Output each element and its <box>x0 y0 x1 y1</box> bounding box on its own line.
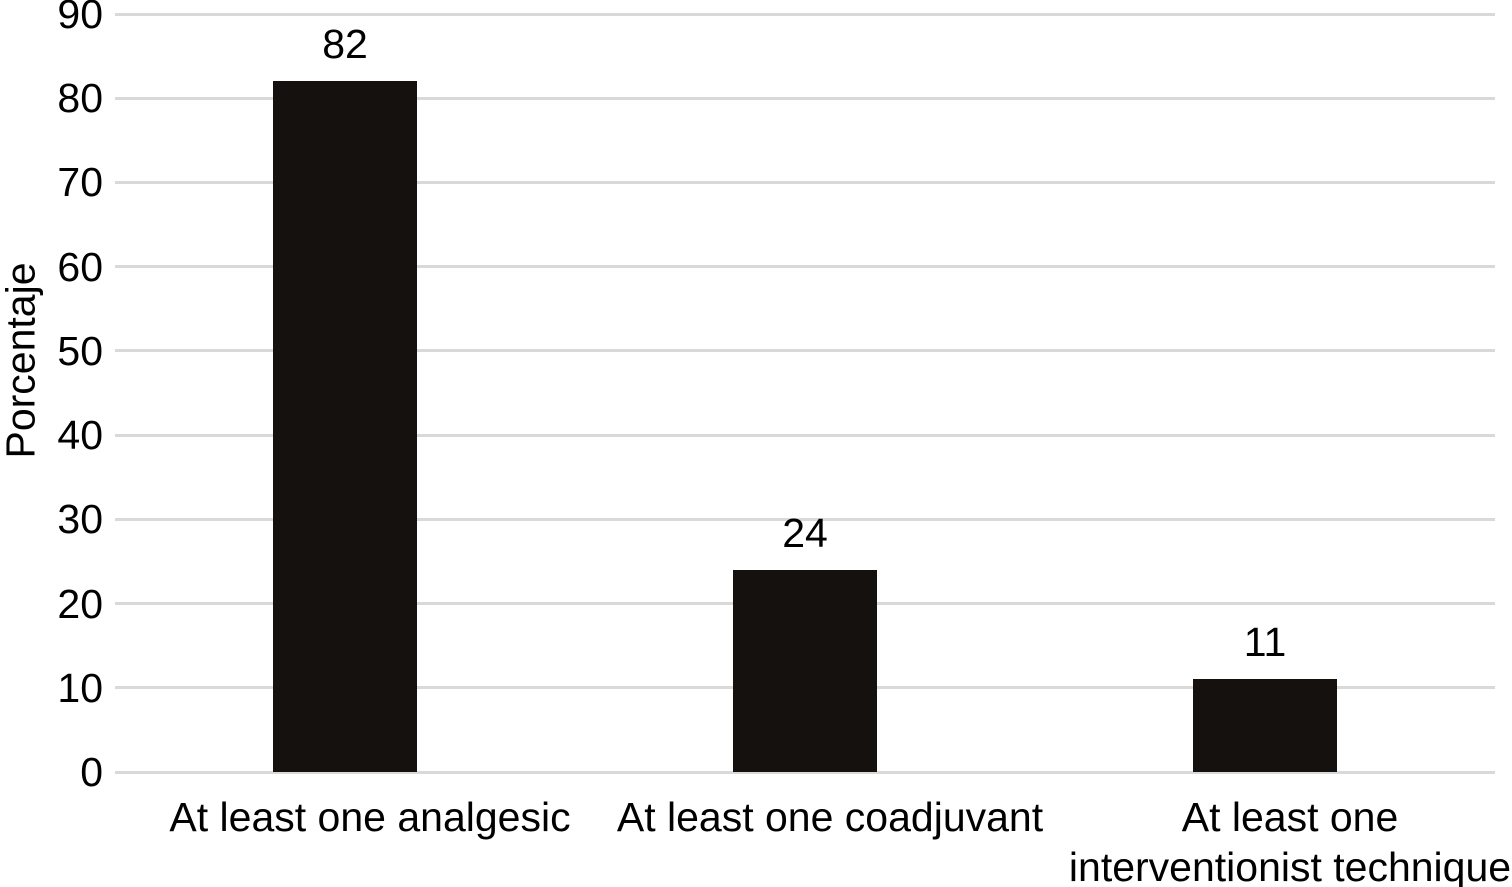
bar-value-label: 82 <box>322 21 368 68</box>
bar-value-label: 11 <box>1243 619 1287 666</box>
bar-value-label: 24 <box>782 509 828 556</box>
gridline <box>115 265 1495 269</box>
y-tick-label: 60 <box>57 243 103 290</box>
y-tick-label: 90 <box>57 0 103 37</box>
gridline <box>115 12 1495 16</box>
bar <box>733 569 877 772</box>
gridline <box>115 349 1495 353</box>
gridline <box>115 517 1495 521</box>
x-category-label: At least one interventionist technique <box>980 792 1512 887</box>
gridline <box>115 770 1495 774</box>
gridline <box>115 180 1495 184</box>
y-tick-label: 40 <box>57 412 103 459</box>
y-tick-label: 50 <box>57 327 103 374</box>
category-line: interventionist technique <box>1068 844 1512 887</box>
gridline <box>115 433 1495 437</box>
y-tick-label: 80 <box>57 75 103 122</box>
y-tick-label: 70 <box>57 159 103 206</box>
x-category-label: At least one coadjuvant <box>520 792 1140 842</box>
y-tick-label: 20 <box>57 580 103 627</box>
y-tick-label: 30 <box>57 496 103 543</box>
y-tick-label: 10 <box>57 664 103 711</box>
category-line: At least one <box>1181 794 1399 840</box>
y-tick-label: 0 <box>80 749 103 795</box>
gridline <box>115 96 1495 100</box>
category-line: At least one analgesic <box>169 794 571 840</box>
bar <box>273 81 417 772</box>
bar <box>1193 679 1337 772</box>
category-line: At least one coadjuvant <box>616 794 1044 840</box>
x-category-label: At least one analgesic <box>60 792 680 842</box>
